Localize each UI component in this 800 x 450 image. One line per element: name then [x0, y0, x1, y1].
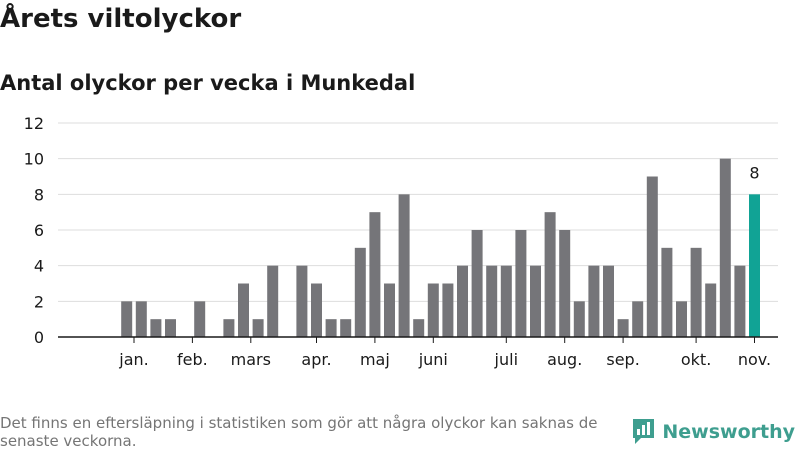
bar — [515, 230, 527, 337]
y-tick-label: 4 — [34, 257, 44, 276]
y-tick-label: 12 — [24, 114, 44, 133]
y-tick-label: 8 — [34, 185, 44, 204]
data-label: 8 — [749, 163, 759, 182]
bar — [471, 230, 483, 337]
page-title: Årets viltolyckor — [0, 4, 242, 34]
footnote: Det finns en eftersläpning i statistiken… — [0, 414, 598, 450]
bars — [121, 158, 760, 337]
y-tick-label: 10 — [24, 150, 44, 169]
bar — [588, 265, 600, 337]
x-tick-label: mars — [231, 350, 271, 369]
bar — [603, 265, 614, 337]
bar — [646, 176, 658, 337]
bar — [194, 301, 206, 337]
bar — [238, 283, 249, 337]
x-tick-label: juni — [418, 350, 448, 369]
brand: Newsworthy — [631, 418, 795, 445]
x-tick-label: aug. — [547, 350, 582, 369]
bar — [252, 319, 264, 337]
x-tick-label: feb. — [177, 350, 208, 369]
bar — [632, 301, 644, 337]
x-tick-label: jan. — [118, 350, 148, 369]
x-tick-label: sep. — [606, 350, 639, 369]
bar — [413, 319, 425, 337]
chart-subtitle: Antal olyckor per vecka i Munkedal — [0, 71, 416, 95]
bar — [676, 301, 687, 337]
x-tick-label: juli — [494, 350, 518, 369]
bar — [573, 301, 585, 337]
y-axis-ticks: 0 2 4 6 8 10 12 — [24, 114, 44, 347]
newsworthy-logo-icon — [633, 419, 655, 444]
y-tick-label: 0 — [34, 328, 44, 347]
x-tick-label: nov. — [738, 350, 771, 369]
bar — [340, 319, 352, 337]
bar — [354, 247, 366, 337]
x-tick-label: maj — [360, 350, 390, 369]
bar — [135, 301, 147, 337]
bar — [559, 230, 571, 337]
bar-chart: 0 2 4 6 8 10 12 8 jan. feb. mars apr. maj juni juli a… — [24, 114, 778, 369]
x-tick-label: apr. — [301, 350, 331, 369]
bar — [457, 265, 468, 337]
y-tick-label: 6 — [34, 221, 44, 240]
gridlines — [58, 122, 778, 302]
bar — [734, 265, 746, 337]
bar — [661, 247, 673, 337]
bar — [398, 194, 410, 337]
bar — [719, 158, 731, 337]
bar — [165, 319, 176, 337]
brand-name: Newsworthy — [662, 420, 795, 443]
bar — [486, 265, 498, 337]
bar — [690, 247, 702, 337]
bar — [427, 283, 439, 337]
bar — [442, 283, 454, 337]
bar — [530, 265, 541, 337]
x-tick-label: okt. — [681, 350, 711, 369]
bar — [311, 283, 322, 337]
bar — [267, 265, 279, 337]
bar — [617, 319, 629, 337]
y-tick-label: 2 — [34, 292, 44, 311]
bar — [325, 319, 337, 337]
bar — [150, 319, 162, 337]
data-labels: 8 — [749, 163, 759, 182]
x-axis-ticks: jan. feb. mars apr. maj juni juli aug. sep. okt. n… — [118, 337, 771, 369]
bar — [384, 283, 395, 337]
bar — [121, 301, 133, 337]
bar-highlighted — [749, 194, 760, 337]
bar — [369, 212, 381, 337]
bar — [544, 212, 556, 337]
bar — [296, 265, 308, 337]
bar — [223, 319, 235, 337]
bar — [500, 265, 512, 337]
bar — [705, 283, 717, 337]
